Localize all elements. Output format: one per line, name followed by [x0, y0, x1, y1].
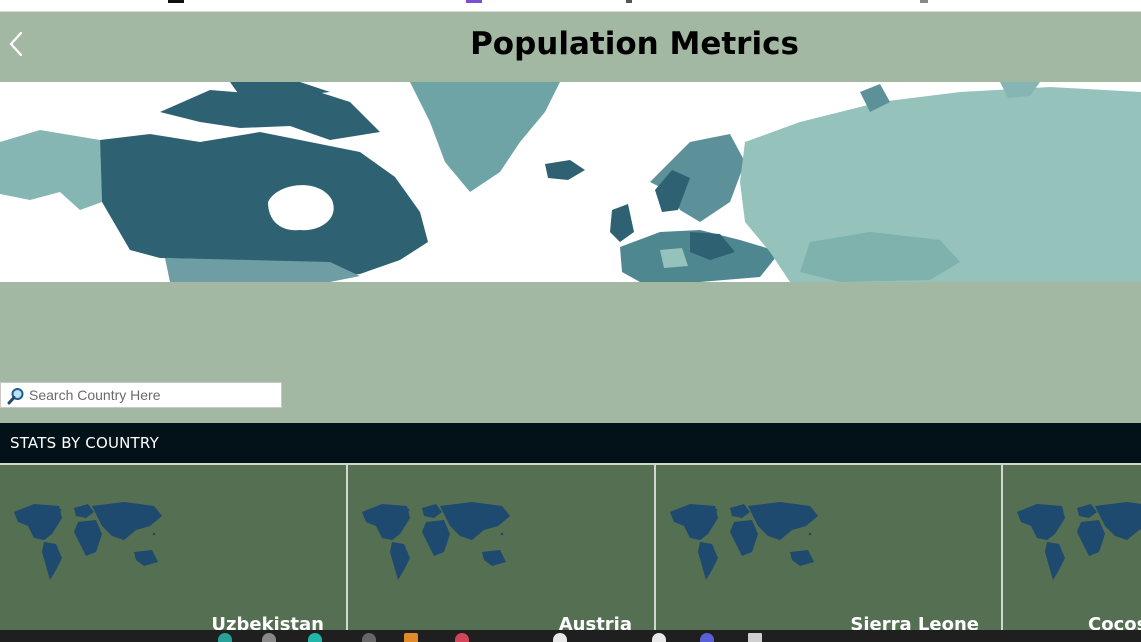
tab-icon — [466, 0, 482, 3]
taskbar-app-icon[interactable] — [455, 633, 469, 642]
stats-section-header: STATS BY COUNTRY — [0, 423, 1141, 463]
tab-icon — [168, 0, 184, 3]
country-card[interactable]: Cocos — [1003, 465, 1141, 630]
country-card-list[interactable]: Uzbekistan Austria Sierra Leone — [0, 463, 1141, 630]
taskbar-app-icon[interactable] — [553, 633, 567, 642]
taskbar-app-icon[interactable] — [308, 633, 322, 642]
search-box[interactable] — [0, 382, 282, 408]
tab-icon — [920, 0, 928, 3]
taskbar-app-icon[interactable] — [748, 633, 762, 642]
page-title: Population Metrics — [470, 26, 799, 62]
world-map-icon — [670, 502, 818, 580]
back-button[interactable] — [4, 30, 28, 58]
world-map-icon — [1017, 502, 1141, 580]
browser-top-strip — [0, 0, 1141, 12]
section-title: STATS BY COUNTRY — [10, 434, 159, 452]
header: Population Metrics — [0, 12, 1141, 82]
world-map-icon — [14, 502, 162, 580]
search-input[interactable] — [29, 384, 275, 406]
taskbar-app-icon[interactable] — [652, 633, 666, 642]
tab-icon — [626, 0, 632, 3]
world-map-image — [0, 82, 1141, 282]
taskbar-app-icon[interactable] — [404, 633, 418, 642]
taskbar-app-icon[interactable] — [262, 633, 276, 642]
country-name: Cocos — [1088, 614, 1141, 630]
taskbar — [0, 630, 1141, 642]
chevron-left-icon — [9, 31, 23, 57]
country-name: Sierra Leone — [850, 614, 979, 630]
country-card[interactable]: Uzbekistan — [0, 465, 346, 630]
world-map-icon — [362, 502, 510, 580]
taskbar-app-icon[interactable] — [700, 633, 714, 642]
taskbar-app-icon[interactable] — [218, 633, 232, 642]
magnifier-icon — [7, 388, 24, 405]
country-card[interactable]: Sierra Leone — [656, 465, 1001, 630]
world-map-banner — [0, 82, 1141, 282]
country-name: Uzbekistan — [211, 614, 324, 630]
country-name: Austria — [558, 614, 632, 630]
country-card[interactable]: Austria — [348, 465, 654, 630]
taskbar-app-icon[interactable] — [362, 633, 376, 642]
